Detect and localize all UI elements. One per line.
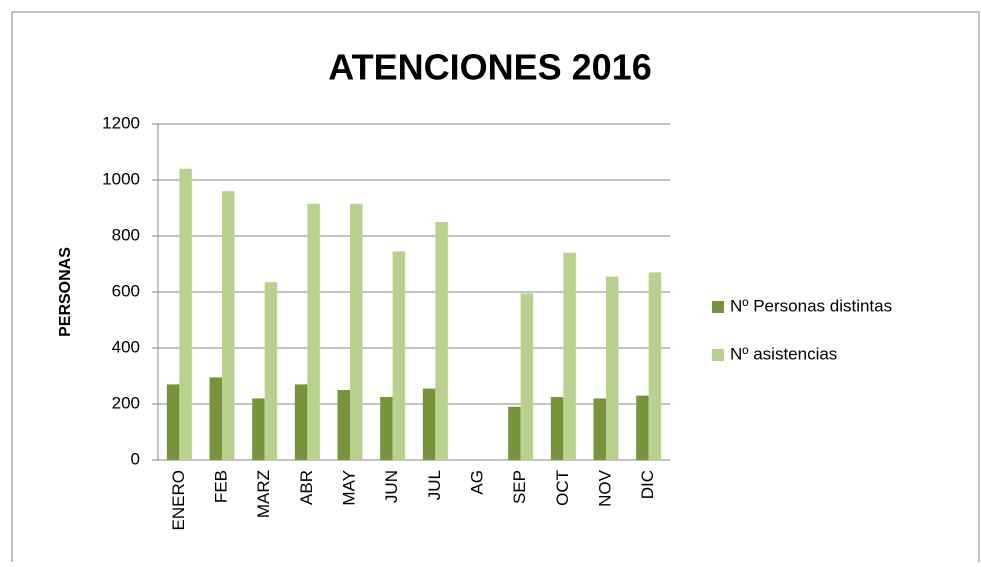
bar xyxy=(422,388,436,460)
x-tick-label: ABR xyxy=(297,470,316,505)
bar xyxy=(350,203,363,461)
x-tick-label: SEP xyxy=(510,470,529,504)
x-tick-label: FEB xyxy=(211,470,230,503)
bar xyxy=(508,406,521,460)
x-tick-label: DIC xyxy=(638,470,657,499)
bar xyxy=(307,203,320,461)
bar xyxy=(435,222,448,460)
legend-swatch xyxy=(712,301,724,313)
legend-label: Nº Personas distintas xyxy=(730,296,892,315)
y-tick-label: 1000 xyxy=(102,169,140,188)
chart-border xyxy=(11,11,980,567)
x-tick-label: MARZ xyxy=(254,470,273,518)
chart-title: ATENCIONES 2016 xyxy=(328,47,651,88)
y-tick-label: 200 xyxy=(112,393,140,412)
bar xyxy=(636,395,649,460)
x-tick-label: NOV xyxy=(595,469,614,507)
bar xyxy=(179,168,192,461)
bar xyxy=(337,390,350,460)
y-tick-label: 1200 xyxy=(102,113,140,132)
y-axis-label: PERSONAS xyxy=(57,247,74,337)
bar xyxy=(166,384,180,460)
bar xyxy=(294,384,308,460)
bar xyxy=(392,251,406,460)
x-tick-label: JUL xyxy=(425,470,444,500)
y-tick-label: 600 xyxy=(112,281,140,300)
bar xyxy=(593,398,606,460)
y-tick-label: 0 xyxy=(131,449,140,468)
bar xyxy=(252,398,265,460)
legend-label: Nº asistencias xyxy=(730,344,837,363)
x-tick-label: MAY xyxy=(339,470,358,506)
bar xyxy=(563,252,576,460)
legend-swatch xyxy=(712,349,724,361)
x-tick-label: JUN xyxy=(382,470,401,503)
x-tick-label: OCT xyxy=(553,470,572,506)
bar xyxy=(222,191,235,460)
x-tick-label: ENERO xyxy=(169,470,188,530)
bar xyxy=(550,397,564,460)
bar xyxy=(264,282,278,460)
y-tick-label: 400 xyxy=(112,337,140,356)
bar xyxy=(648,272,662,460)
bar xyxy=(209,377,222,460)
bar xyxy=(520,293,534,460)
bar xyxy=(380,397,393,460)
y-tick-label: 800 xyxy=(112,225,140,244)
bar xyxy=(606,276,619,460)
x-tick-label: AG xyxy=(467,470,486,495)
